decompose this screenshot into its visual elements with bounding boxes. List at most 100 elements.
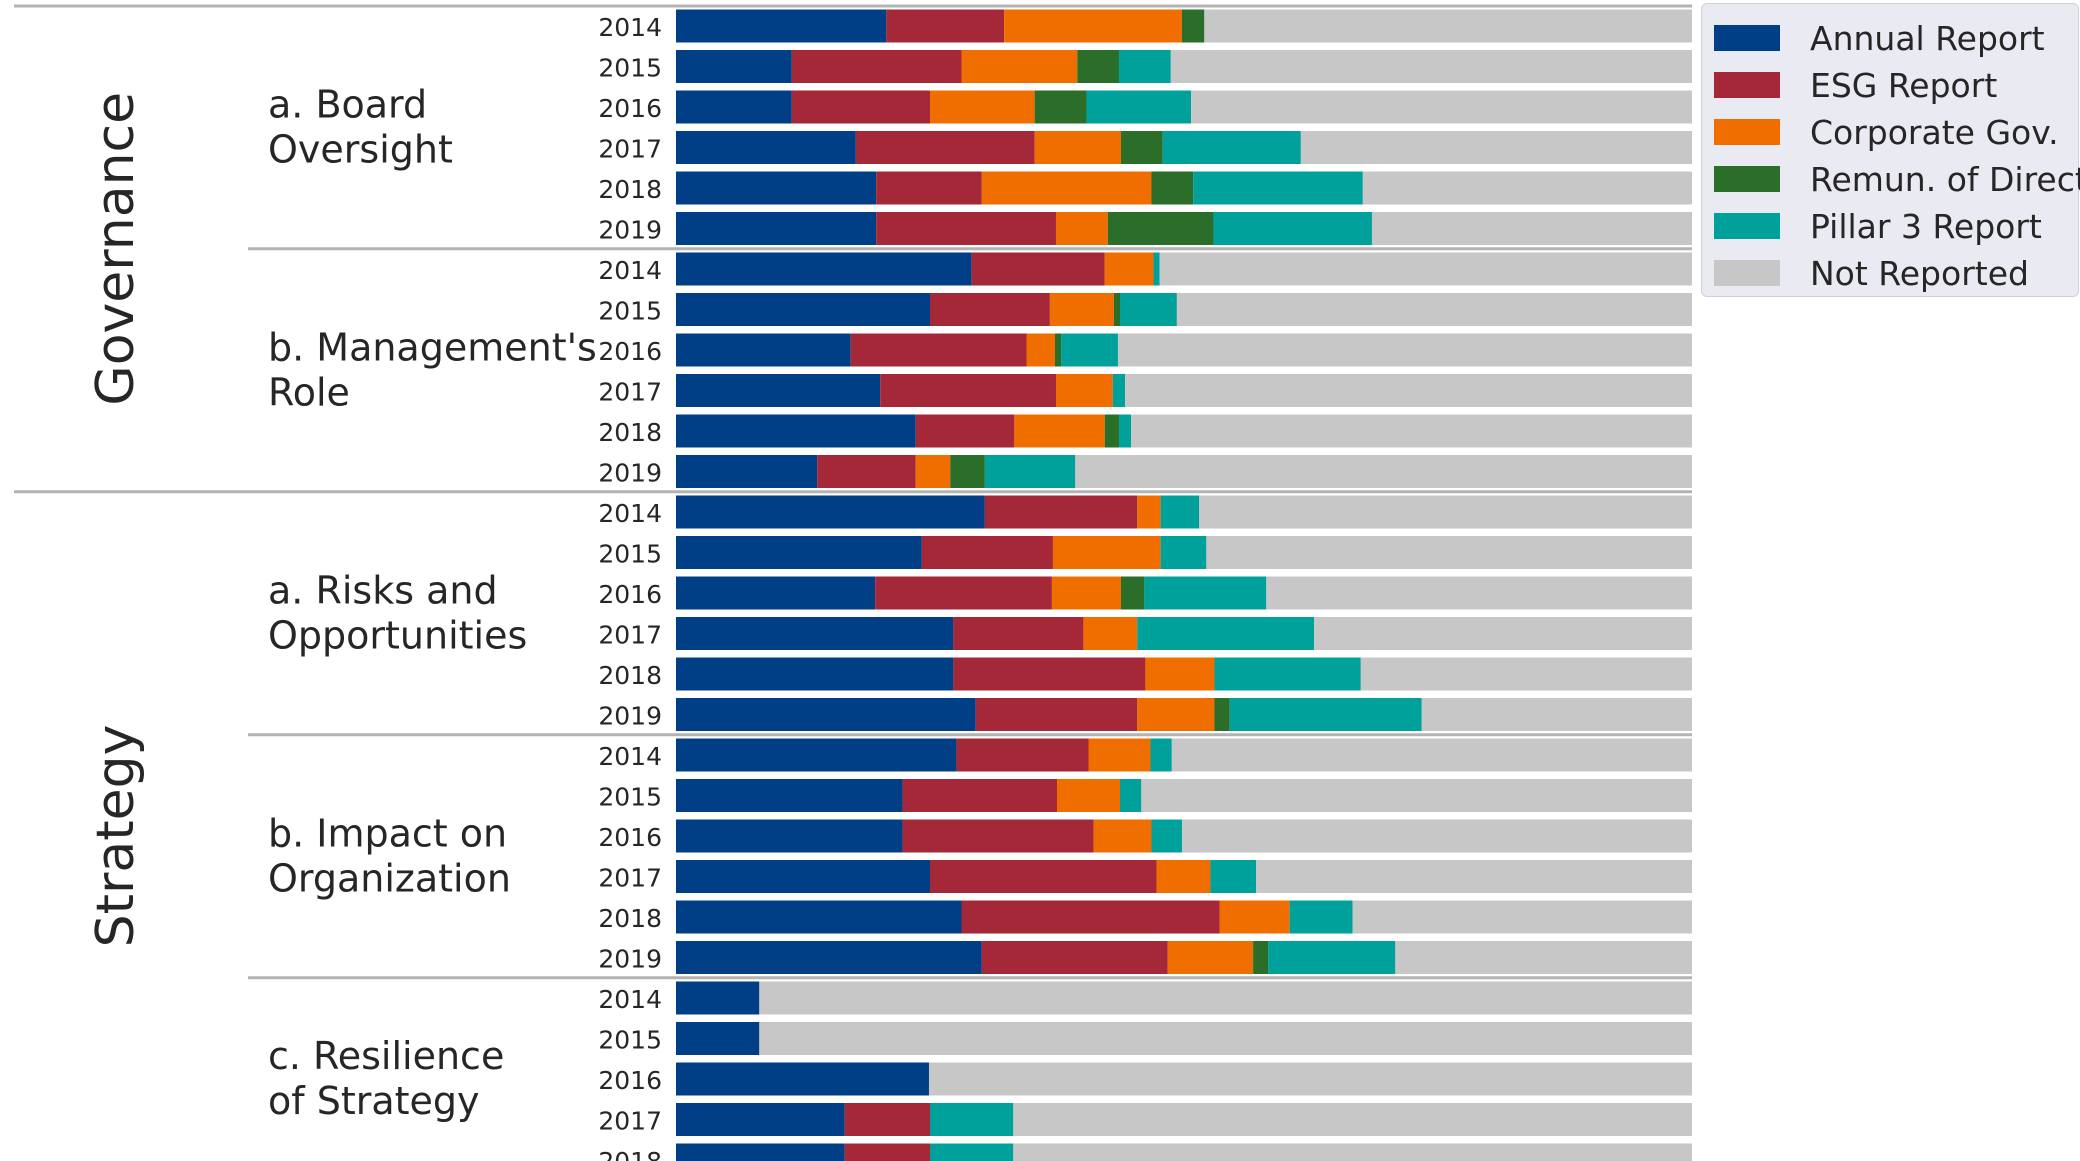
bar-strategy-3-2015-annual-report	[676, 1022, 760, 1055]
pillar-label-strategy: Strategy	[86, 725, 146, 948]
bar-governance-2-2015-remun-of-direct	[1113, 293, 1120, 326]
bar-governance-1-2019-not-reported	[1371, 212, 1692, 245]
bar-strategy-2-2019-esg-report	[981, 941, 1168, 974]
bar-strategy-1-2015-pillar-3-report	[1160, 536, 1207, 569]
bar-strategy-1-2018-pillar-3-report	[1214, 657, 1361, 691]
bar-strategy-1-2015-annual-report	[676, 536, 922, 569]
legend-label-not-reported: Not Reported	[1810, 253, 2029, 293]
group-label-strategy-3-line-2: of Strategy	[268, 1079, 480, 1123]
bar-governance-2-2019-not-reported	[1075, 455, 1692, 488]
bar-governance-1-2016-corporate-gov	[930, 90, 1035, 124]
bar-strategy-2-2017-esg-report	[930, 860, 1157, 893]
bar-strategy-2-2014-esg-report	[956, 738, 1089, 772]
bar-governance-1-2014-corporate-gov	[1004, 9, 1182, 43]
bar-strategy-1-2018-corporate-gov	[1145, 657, 1215, 691]
bar-governance-1-2018-esg-report	[876, 171, 982, 205]
group-label-strategy-2-line-2: Organization	[268, 856, 511, 900]
bar-governance-1-2015-not-reported	[1170, 50, 1692, 83]
legend-swatch-corporate-gov	[1714, 119, 1780, 145]
bar-governance-2-2017-esg-report	[880, 374, 1056, 407]
bar-strategy-1-2017-esg-report	[953, 617, 1084, 650]
year-label-2018: 2018	[598, 175, 662, 204]
year-label-2019: 2019	[598, 702, 662, 731]
bar-governance-1-2017-pillar-3-report	[1162, 131, 1301, 164]
bar-strategy-1-2019-corporate-gov	[1137, 698, 1215, 731]
bar-governance-1-2015-annual-report	[676, 50, 792, 83]
year-label-2014: 2014	[598, 13, 662, 42]
bar-governance-1-2019-corporate-gov	[1055, 212, 1108, 245]
bar-strategy-3-2017-not-reported	[1013, 1103, 1692, 1136]
year-label-2018: 2018	[598, 661, 662, 690]
bar-strategy-1-2019-not-reported	[1421, 698, 1692, 731]
bar-governance-2-2015-corporate-gov	[1049, 293, 1114, 326]
year-label-2016: 2016	[598, 337, 662, 366]
bar-strategy-2-2014-corporate-gov	[1088, 738, 1151, 772]
year-label-2015: 2015	[598, 783, 662, 812]
bar-governance-1-2018-remun-of-direct	[1151, 171, 1194, 205]
legend-label-annual-report: Annual Report	[1810, 18, 2045, 58]
bar-governance-2-2018-annual-report	[676, 414, 916, 448]
bar-governance-2-2019-corporate-gov	[915, 455, 951, 488]
bar-strategy-2-2018-esg-report	[961, 900, 1220, 934]
bar-governance-2-2017-corporate-gov	[1055, 374, 1113, 407]
bar-governance-1-2017-remun-of-direct	[1121, 131, 1163, 164]
year-label-2019: 2019	[598, 459, 662, 488]
bar-strategy-3-2018-annual-report	[676, 1143, 845, 1161]
bar-strategy-1-2019-esg-report	[975, 698, 1138, 731]
bar-governance-2-2019-annual-report	[676, 455, 818, 488]
bar-governance-2-2018-corporate-gov	[1014, 414, 1105, 448]
group-label-strategy-3-line-1: c. Resilience	[268, 1034, 504, 1078]
bar-strategy-2-2016-not-reported	[1181, 819, 1692, 853]
bar-governance-1-2014-remun-of-direct	[1181, 9, 1205, 43]
bar-governance-2-2015-not-reported	[1176, 293, 1692, 326]
bar-strategy-1-2015-esg-report	[921, 536, 1053, 569]
bar-governance-2-2016-annual-report	[676, 333, 851, 367]
bar-strategy-1-2014-esg-report	[984, 495, 1138, 529]
bar-strategy-2-2019-not-reported	[1395, 941, 1692, 974]
bar-governance-2-2015-pillar-3-report	[1119, 293, 1177, 326]
year-label-2018: 2018	[598, 904, 662, 933]
bar-governance-1-2017-corporate-gov	[1034, 131, 1122, 164]
bar-governance-2-2018-not-reported	[1131, 414, 1692, 448]
group-label-governance-2-line-2: Role	[268, 370, 350, 414]
bar-strategy-3-2014-not-reported	[759, 981, 1692, 1015]
bar-strategy-1-2017-pillar-3-report	[1137, 617, 1315, 650]
bar-governance-2-2014-not-reported	[1159, 252, 1692, 286]
year-label-2016: 2016	[598, 1066, 662, 1095]
year-label-2018: 2018	[598, 418, 662, 447]
bar-governance-1-2014-annual-report	[676, 9, 887, 43]
bar-strategy-2-2016-corporate-gov	[1093, 819, 1152, 853]
bar-governance-2-2019-pillar-3-report	[984, 455, 1076, 488]
bar-strategy-2-2014-annual-report	[676, 738, 957, 772]
bar-strategy-1-2017-not-reported	[1314, 617, 1692, 650]
bar-strategy-2-2018-pillar-3-report	[1289, 900, 1353, 934]
bar-strategy-2-2015-not-reported	[1141, 779, 1692, 812]
bar-governance-2-2019-esg-report	[817, 455, 916, 488]
bar-strategy-2-2016-esg-report	[902, 819, 1094, 853]
bar-governance-1-2018-pillar-3-report	[1193, 171, 1363, 205]
bar-strategy-2-2018-annual-report	[676, 900, 962, 934]
bar-strategy-1-2016-annual-report	[676, 576, 876, 610]
bar-strategy-1-2014-not-reported	[1199, 495, 1692, 529]
bar-governance-1-2019-annual-report	[676, 212, 877, 245]
bar-governance-2-2014-annual-report	[676, 252, 972, 286]
chart-legend: Annual Report ESG Report Corporate Gov. …	[1701, 3, 2080, 297]
bar-strategy-1-2016-remun-of-direct	[1121, 576, 1145, 610]
bar-governance-2-2015-annual-report	[676, 293, 930, 326]
legend-item-esg-report: ESG Report	[1714, 65, 1997, 105]
legend-item-pillar-3-report: Pillar 3 Report	[1714, 206, 2042, 246]
bar-governance-1-2019-remun-of-direct	[1107, 212, 1214, 245]
bar-strategy-2-2019-remun-of-direct	[1253, 941, 1269, 974]
bar-governance-1-2017-not-reported	[1300, 131, 1692, 164]
group-label-governance-1-line-2: Oversight	[268, 127, 453, 171]
bar-strategy-1-2015-not-reported	[1206, 536, 1692, 569]
year-label-2017: 2017	[598, 378, 662, 407]
bar-governance-1-2018-corporate-gov	[981, 171, 1152, 205]
bar-strategy-1-2019-pillar-3-report	[1229, 698, 1422, 731]
bar-governance-1-2016-remun-of-direct	[1034, 90, 1087, 124]
bar-governance-2-2014-pillar-3-report	[1153, 252, 1160, 286]
legend-swatch-remun-of-direct	[1714, 166, 1780, 192]
bar-strategy-1-2018-not-reported	[1360, 657, 1692, 691]
year-label-2014: 2014	[598, 256, 662, 285]
bar-strategy-3-2015-not-reported	[759, 1022, 1692, 1055]
